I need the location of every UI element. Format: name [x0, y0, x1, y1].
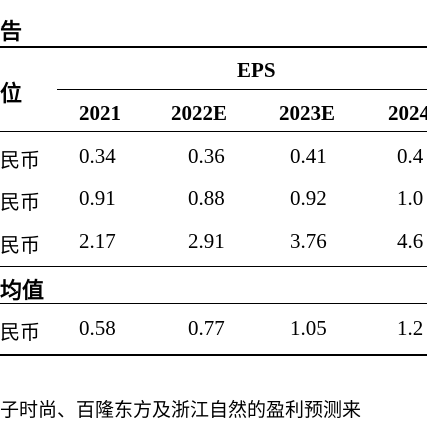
header-rule: [0, 131, 427, 132]
section-rule: [0, 266, 427, 267]
cell-value: 4.6: [397, 229, 424, 253]
row-label: 民币: [0, 190, 40, 214]
cell-value: 1.0: [397, 186, 424, 210]
cell-value: 2.17: [79, 229, 116, 253]
cell-value: 0.4: [397, 144, 424, 168]
cell-value: 3.76: [290, 229, 327, 253]
bottom-rule: [0, 354, 427, 356]
year-header-2024: 2024: [388, 101, 427, 125]
cell-value: 0.91: [79, 186, 116, 210]
row-label: 民币: [0, 320, 40, 344]
year-header-2021: 2021: [79, 101, 121, 125]
unit-header: 位: [0, 82, 23, 107]
row-label: 民币: [0, 233, 40, 257]
table-title: 告: [0, 20, 23, 45]
cell-value: 0.88: [188, 186, 225, 210]
cell-value: 0.36: [188, 144, 225, 168]
year-header-2022e: 2022E: [171, 101, 228, 125]
section-label-average: 均值: [0, 279, 45, 304]
row-label: 民币: [0, 148, 40, 172]
cell-value: 1.05: [290, 316, 327, 340]
top-rule: [0, 46, 427, 48]
cell-value: 0.34: [79, 144, 116, 168]
cell-value: 0.92: [290, 186, 327, 210]
cell-value: 2.91: [188, 229, 225, 253]
year-header-2023e: 2023E: [279, 101, 336, 125]
eps-header: EPS: [237, 58, 276, 82]
cell-value: 0.58: [79, 316, 116, 340]
cell-value: 1.2: [397, 316, 424, 340]
cell-value: 0.41: [290, 144, 327, 168]
eps-underline: [57, 89, 427, 90]
cell-value: 0.77: [188, 316, 225, 340]
footnote: 子时尚、百隆东方及浙江自然的盈利预测来: [0, 399, 362, 421]
avg-rule: [0, 303, 427, 304]
